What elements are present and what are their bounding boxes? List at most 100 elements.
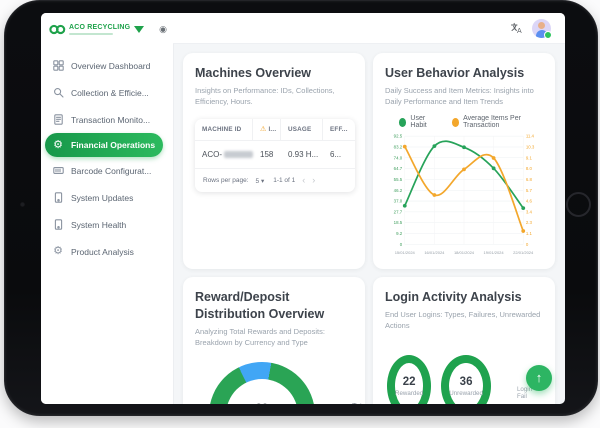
card-subtitle: Insights on Performance: IDs, Collection… [195, 86, 335, 106]
machines-table: MACHINE ID ⚠ I... USAGE EFF... ACO- [195, 119, 355, 192]
left-axis-tick: 18.5 [394, 220, 403, 225]
donut-legend[interactable]: Total Deposit & Reward Amount [329, 400, 365, 404]
previous-page-icon[interactable]: ‹ [302, 175, 306, 185]
chart-point[interactable] [521, 229, 526, 233]
usage-cell: 0.93 H... [288, 150, 319, 159]
card-title: Login Activity Analysis [385, 290, 522, 304]
legend-label: Total Deposit & Reward Amount [352, 400, 365, 404]
chart-point[interactable] [432, 193, 437, 197]
sidebar-item-label: Financial Operations [71, 140, 156, 150]
chart-point[interactable] [402, 144, 407, 149]
sidebar-item-label: System Updates [71, 192, 134, 203]
x-axis-label: 18/01/2024 [454, 250, 475, 255]
machine-id-cell: ACO- [195, 141, 253, 168]
chart-point[interactable] [462, 167, 466, 172]
card-subtitle: Analyzing Total Rewards and Deposits: Br… [195, 327, 325, 347]
sidebar-item-product-analysis[interactable]: ⚙ Product Analysis [41, 238, 173, 265]
machines-overview-card: Machines Overview Insights on Performanc… [183, 53, 365, 269]
sidebar-item-barcode-configuration[interactable]: Barcode Configurat... [41, 157, 173, 184]
sidebar-item-label: Barcode Configurat... [71, 165, 152, 176]
brand-logo: ACO RECYCLING ◉ [41, 13, 173, 44]
legend-dot-green [399, 117, 407, 127]
dashboard-grid-icon [52, 60, 64, 72]
login-activity-card: Login Activity Analysis End User Logins:… [373, 277, 555, 404]
transactions-doc-icon [52, 114, 64, 126]
magnifier-icon [52, 87, 64, 99]
stat-value: 22 [402, 375, 416, 388]
warning-icon: ⚠ [260, 126, 267, 133]
col-efficiency: EFF... [330, 126, 348, 133]
chart-point[interactable] [432, 144, 437, 148]
stat-unrewarded: 36 Unrewarded [441, 355, 491, 404]
right-axis-tick: 6.8 [526, 177, 533, 182]
right-axis-tick: 8.0 [526, 166, 533, 171]
chart-point[interactable] [491, 156, 496, 160]
donut-center-value: 90 [209, 402, 315, 404]
collapse-toggle-icon[interactable]: ◉ [159, 24, 167, 34]
card-title: Reward/Deposit Distribution Overview [195, 290, 325, 321]
x-axis-label: 19/01/2024 [484, 250, 505, 255]
chart-point[interactable] [491, 166, 496, 171]
chart-legend: User Habit Average Items Per Transaction [399, 115, 543, 129]
pagination-range: 1-1 of 1 [273, 177, 296, 184]
login-stats-row: 22 Rewarded 36 Unrewarded 0 Login Fail [387, 355, 543, 404]
brand-tagline [69, 33, 113, 35]
svg-text:A: A [517, 28, 522, 34]
efficiency-cell: 6... [330, 150, 342, 159]
legend-user-habit[interactable]: User Habit [399, 115, 438, 129]
arrow-up-icon: ↑ [535, 370, 543, 385]
barcode-icon [52, 165, 64, 177]
card-title: Machines Overview [195, 66, 312, 80]
stat-label: Login Fail [516, 386, 533, 400]
avatar[interactable] [532, 18, 552, 39]
chart-point[interactable] [462, 145, 466, 150]
gear-icon: ⚙ [53, 138, 63, 151]
brand-name: ACO RECYCLING [69, 24, 131, 31]
language-icon[interactable]: A [510, 22, 522, 34]
left-axis-tick: 46.2 [394, 188, 403, 193]
sidebar-item-label: System Health [71, 219, 127, 230]
rows-per-page-label: Rows per page: [203, 177, 249, 184]
sidebar-item-system-updates[interactable]: System Updates [41, 184, 173, 211]
sidebar: ACO RECYCLING ◉ Overview Dashboard [41, 13, 174, 404]
sidebar-item-overview-dashboard[interactable]: Overview Dashboard [41, 52, 173, 79]
legend-avg-items[interactable]: Average Items Per Transaction [451, 115, 543, 129]
user-behavior-card: User Behavior Analysis Daily Success and… [373, 53, 555, 269]
left-axis-tick: 0 [400, 242, 403, 247]
sidebar-item-label: Overview Dashboard [71, 60, 151, 71]
behavior-line-chart[interactable]: 0 0 9.2 1.1 18.5 2.3 27.7 3.4 37.0 4.6 46.2 5.7 55.5… [385, 131, 543, 256]
tablet-home-button[interactable] [566, 192, 591, 217]
card-subtitle: Daily Success and Item Metrics: Insights… [385, 86, 534, 106]
right-axis-tick: 9.1 [526, 155, 533, 160]
reward-donut-chart[interactable]: 90 [209, 362, 315, 404]
next-page-icon[interactable]: › [312, 175, 316, 185]
stat-value: 36 [459, 375, 473, 388]
infinity-logo-icon [49, 24, 66, 35]
stat-rewarded: 22 Rewarded [387, 355, 432, 404]
legend-dot-orange [451, 117, 460, 127]
topbar: A [173, 13, 565, 44]
scroll-top-fab[interactable]: ↑ [526, 365, 552, 391]
sidebar-item-financial-operations[interactable]: ⚙ Financial Operations [45, 133, 163, 157]
stat-label: Rewarded [395, 389, 424, 397]
left-axis-tick: 92.5 [394, 134, 403, 139]
sidebar-item-transaction-monitoring[interactable]: Transaction Monito... [41, 106, 173, 133]
left-axis-tick: 37.0 [394, 199, 403, 204]
card-title: User Behavior Analysis [385, 66, 525, 80]
sidebar-item-system-health[interactable]: System Health [41, 211, 173, 238]
sidebar-menu: Overview Dashboard Collection & Efficie.… [41, 52, 173, 265]
chart-point[interactable] [521, 206, 526, 210]
left-axis-tick: 64.7 [394, 166, 403, 171]
table-row[interactable]: ACO- 158 0.93 H... 6... [195, 141, 355, 168]
tablet-camera [20, 202, 25, 207]
rows-per-page-select[interactable]: 5 ▾ [255, 177, 265, 185]
right-axis-tick: 4.6 [526, 199, 533, 204]
col-items: ⚠ I... [253, 119, 281, 140]
x-axis-label: 22/01/2024 [513, 250, 534, 255]
stat-label: Unrewarded [449, 389, 483, 397]
online-status-dot [544, 30, 552, 39]
sidebar-item-collection-efficiency[interactable]: Collection & Efficie... [41, 79, 173, 106]
left-axis-tick: 9.2 [396, 231, 403, 236]
chart-point[interactable] [402, 203, 407, 208]
right-axis-tick: 5.7 [526, 188, 533, 193]
